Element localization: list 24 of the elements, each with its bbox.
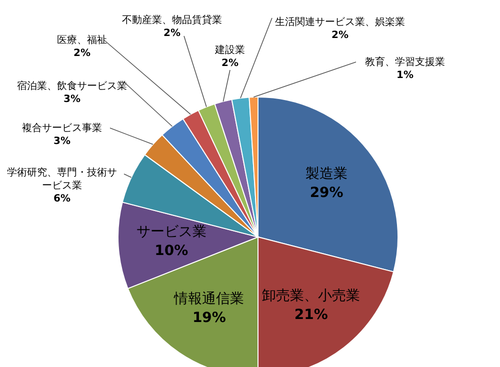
data-label: 2% bbox=[222, 58, 238, 69]
slice-label: 卸売業、小売業 bbox=[262, 288, 360, 304]
data-label: 10% bbox=[154, 243, 188, 260]
data-label: 19% bbox=[192, 310, 226, 326]
slice-label: 医療、福祉 bbox=[57, 35, 107, 46]
data-label: 29% bbox=[310, 184, 344, 201]
data-label: 3% bbox=[54, 136, 70, 147]
slice-label: サービス業 bbox=[136, 224, 206, 240]
data-label: 2% bbox=[164, 28, 180, 39]
slice-label: 建設業 bbox=[215, 45, 245, 56]
data-label: 3% bbox=[64, 94, 80, 105]
data-label: 2% bbox=[332, 30, 348, 41]
slice-label: 教育、学習支援業 bbox=[365, 57, 445, 68]
slice-label: 情報通信業 bbox=[174, 290, 244, 307]
slice-label: 複合サービス事業 bbox=[22, 123, 102, 134]
data-label: 1% bbox=[396, 70, 414, 81]
data-label: 6% bbox=[54, 194, 70, 204]
slice-label: 学術研究、専門・技術サービス業 bbox=[7, 168, 117, 192]
data-label: 2% bbox=[74, 48, 90, 59]
data-label: 21% bbox=[294, 306, 328, 323]
slice-label: 製造業 bbox=[306, 166, 348, 182]
slice-label: 宿泊業、飲食サービス業 bbox=[17, 81, 127, 92]
slice-label: 生活関連サービス業、娯楽業 bbox=[275, 17, 405, 28]
slice-label: 不動産業、物品賃貸業 bbox=[122, 15, 222, 26]
